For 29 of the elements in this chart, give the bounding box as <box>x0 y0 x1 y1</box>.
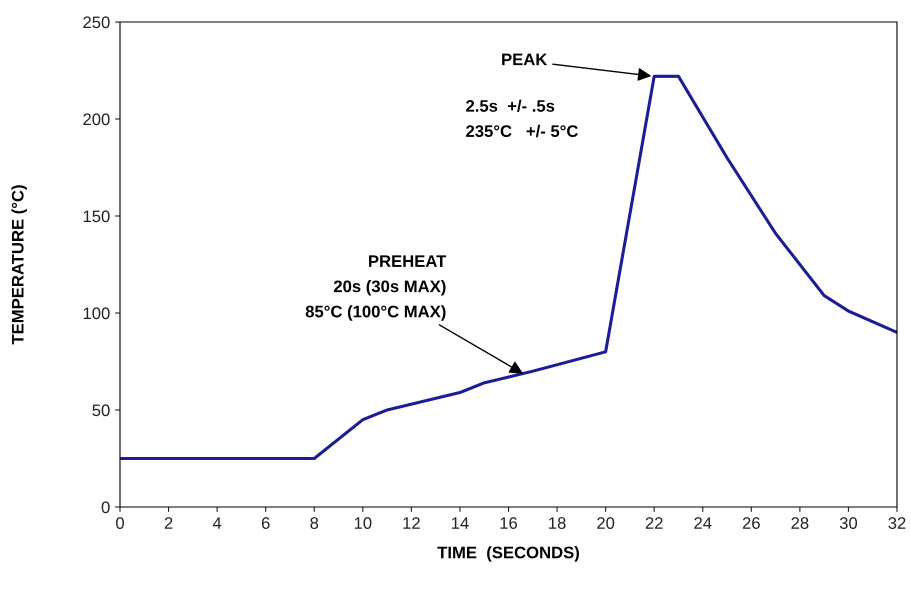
annotation: PEAK <box>502 54 548 66</box>
line-series <box>120 74 897 460</box>
x-tick-label: 2 <box>164 517 172 529</box>
x-tick-label: 30 <box>840 517 858 529</box>
x-tick-label: 32 <box>888 517 906 529</box>
x-tick-label: 28 <box>791 517 808 529</box>
x-tick-label: 20 <box>597 517 614 529</box>
y-tick-label: 200 <box>83 113 110 126</box>
x-tick-label: 22 <box>646 517 663 529</box>
y-tick-label: 100 <box>84 307 110 320</box>
x-tick-label: 16 <box>500 517 518 529</box>
y-tick-label: 250 <box>83 16 110 28</box>
x-tick-label: 8 <box>310 517 318 529</box>
annotation: 2.5s +/- .5s 235°C +/- 5°C <box>466 100 578 138</box>
x-tick-label: 14 <box>452 517 469 529</box>
x-tick-label: 18 <box>549 517 566 529</box>
y-axis-title: TEMPERATURE (°C) <box>11 185 27 344</box>
y-tick-label: 150 <box>84 210 110 222</box>
x-tick-label: 24 <box>694 517 712 529</box>
x-tick-label: 12 <box>403 517 420 529</box>
x-tick-label: 10 <box>354 517 372 529</box>
y-tick-label: 0 <box>102 501 110 514</box>
x-tick-label: 6 <box>262 517 270 529</box>
x-tick-label: 4 <box>212 517 222 529</box>
y-tick-label: 50 <box>92 404 110 416</box>
annotation: PREHEAT 20s (30s MAX) 85°C (100°C MAX) <box>306 255 446 321</box>
x-axis-title: TIME (SECONDS) <box>437 546 579 562</box>
x-tick-label: 26 <box>742 517 760 529</box>
x-tick-label: 0 <box>116 517 124 529</box>
